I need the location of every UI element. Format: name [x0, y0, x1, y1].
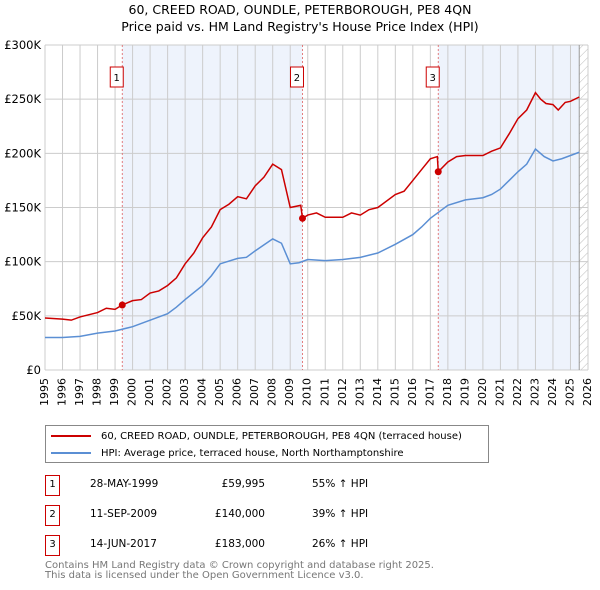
- legend: 60, CREED ROAD, OUNDLE, PETERBOROUGH, PE…: [45, 425, 489, 463]
- footer-copyright: Contains HM Land Registry data © Crown c…: [45, 560, 434, 571]
- x-tick-label: 2015: [388, 378, 401, 406]
- x-tick-label: 2018: [441, 378, 454, 406]
- sale-marker-label: 1: [114, 73, 120, 84]
- red-line-swatch: [51, 435, 91, 437]
- x-tick-label: 2006: [231, 378, 244, 406]
- x-tick-label: 1997: [73, 378, 86, 406]
- sale-number: 2: [45, 505, 60, 526]
- x-tick-label: 2012: [336, 378, 349, 406]
- x-tick-label: 2026: [581, 378, 594, 406]
- legend-label: 60, CREED ROAD, OUNDLE, PETERBOROUGH, PE…: [101, 430, 462, 442]
- x-tick-label: 2023: [528, 378, 541, 406]
- sale-marker-box: [109, 66, 124, 88]
- footer-licence: This data is licensed under the Open Gov…: [45, 570, 364, 581]
- x-tick-label: 2013: [353, 378, 366, 406]
- sale-row: 2 11-SEP-2009 £140,000 39% ↑ HPI: [45, 505, 445, 526]
- y-tick-label: £300K: [4, 38, 41, 52]
- sale-hpi-diff: 39% ↑ HPI: [312, 508, 369, 520]
- x-tick-label: 2016: [406, 378, 419, 406]
- x-tick-label: 2009: [283, 378, 296, 406]
- y-tick-label: £250K: [4, 92, 41, 106]
- sale-date: 11-SEP-2009: [90, 508, 158, 520]
- y-tick-label: £100K: [4, 255, 41, 269]
- y-tick-label: £50K: [12, 309, 42, 323]
- x-tick-label: 2020: [476, 378, 489, 406]
- footer: Contains HM Land Registry data © Crown c…: [45, 561, 434, 581]
- x-tick-label: 2005: [213, 378, 226, 406]
- x-tick-label: 2000: [126, 378, 139, 406]
- legend-item-property: 60, CREED ROAD, OUNDLE, PETERBOROUGH, PE…: [46, 428, 462, 444]
- sale-price: £183,000: [214, 538, 265, 550]
- x-tick-label: 2024: [546, 378, 559, 406]
- x-tick-label: 2025: [563, 378, 576, 406]
- y-tick-label: £0: [26, 363, 41, 377]
- series-line: [45, 147, 580, 339]
- x-tick-label: 2004: [196, 378, 209, 406]
- chart-title: 60, CREED ROAD, OUNDLE, PETERBOROUGH, PE…: [128, 2, 472, 17]
- sale-hpi-diff: 55% ↑ HPI: [312, 478, 369, 490]
- x-tick-label: 2003: [178, 378, 191, 406]
- x-tick-label: 2001: [143, 378, 156, 406]
- x-tick-label: 2011: [318, 378, 331, 406]
- sale-number: 3: [45, 535, 60, 556]
- x-tick-label: 1995: [38, 378, 51, 406]
- x-tick-label: 2014: [371, 378, 384, 406]
- sale-price: £59,995: [221, 478, 265, 490]
- x-tick-label: 2021: [493, 378, 506, 406]
- sale-date: 28-MAY-1999: [90, 478, 159, 490]
- blue-line-swatch: [51, 452, 91, 454]
- sale-date: 14-JUN-2017: [90, 538, 157, 550]
- x-tick-label: 2017: [423, 378, 436, 406]
- x-tick-label: 2022: [511, 378, 524, 406]
- x-tick-label: 1996: [56, 378, 69, 406]
- x-tick-label: 1999: [108, 378, 121, 406]
- x-tick-label: 2019: [458, 378, 471, 406]
- sale-marker-label: 2: [294, 73, 300, 84]
- sale-hpi-diff: 26% ↑ HPI: [312, 538, 369, 550]
- sale-price: £140,000: [214, 508, 265, 520]
- sale-number: 1: [45, 475, 60, 496]
- x-tick-label: 2002: [161, 378, 174, 406]
- sale-row: 3 14-JUN-2017 £183,000 26% ↑ HPI: [45, 535, 445, 556]
- x-tick-label: 2007: [248, 378, 261, 406]
- sale-point: [434, 168, 442, 176]
- sale-row: 1 28-MAY-1999 £59,995 55% ↑ HPI: [45, 475, 445, 496]
- sale-point: [298, 214, 306, 222]
- price-chart: 1995 1996 1997 1998 1999 2000 2001 2002 2003 2004…: [4, 38, 594, 406]
- sale-marker-box: [289, 66, 304, 88]
- sale-point: [118, 301, 126, 309]
- series-line: [44, 91, 580, 321]
- chart-subtitle: Price paid vs. HM Land Registry's House …: [121, 19, 479, 34]
- sale-marker-label: 3: [430, 73, 436, 84]
- x-tick-label: 2008: [266, 378, 279, 406]
- y-tick-label: £150K: [4, 201, 41, 215]
- sale-marker-box: [425, 66, 440, 88]
- legend-label: HPI: Average price, terraced house, Nort…: [101, 447, 404, 459]
- y-tick-label: £200K: [4, 146, 41, 160]
- x-tick-label: 1998: [91, 378, 104, 406]
- x-tick-label: 2010: [301, 378, 314, 406]
- legend-item-hpi: HPI: Average price, terraced house, Nort…: [46, 445, 404, 461]
